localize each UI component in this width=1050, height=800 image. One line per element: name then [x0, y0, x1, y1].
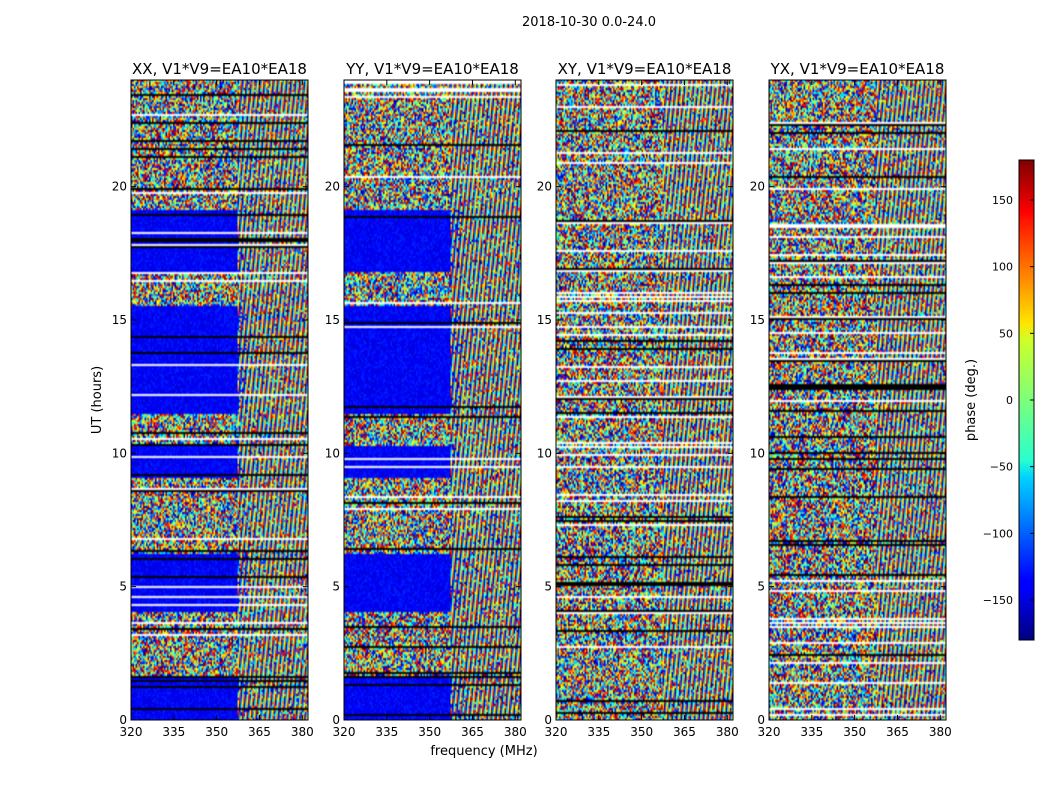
x-tick-label: 380	[716, 725, 739, 739]
y-tick-label: 15	[537, 313, 552, 327]
x-tick-label: 380	[291, 725, 314, 739]
colorbar-tick-label: −50	[990, 461, 1013, 474]
panel-2: YY, V1*V9=EA10*EA18 320 335 350 365 380 0 5 10 15…	[325, 60, 527, 739]
x-tick-label: 350	[843, 725, 866, 739]
y-tick-label: 20	[112, 180, 127, 194]
x-tick-label: 380	[929, 725, 952, 739]
colorbar-tick-label: 100	[992, 261, 1013, 274]
y-tick-label: 0	[757, 713, 765, 727]
y-tick-label: 0	[332, 713, 340, 727]
y-tick-label: 5	[544, 580, 552, 594]
y-tick-label: 5	[757, 580, 765, 594]
y-tick-label: 20	[537, 180, 552, 194]
x-tick-label: 335	[375, 725, 398, 739]
colorbar-tick-label: 50	[999, 327, 1013, 340]
panel-4-title: YX, V1*V9=EA10*EA18	[770, 60, 945, 78]
figure-suptitle: 2018-10-30 0.0-24.0	[522, 15, 656, 30]
y-tick-label: 15	[112, 313, 127, 327]
panel-3: XY, V1*V9=EA10*EA18 320 335 350 365 380 0 5 10 15…	[537, 60, 739, 739]
x-tick-label: 365	[886, 725, 909, 739]
panel-1: XX, V1*V9=EA10*EA18 320 335 350 365 380 0 5 10 15…	[112, 60, 314, 739]
x-tick-label: 380	[504, 725, 527, 739]
y-tick-label: 5	[119, 580, 127, 594]
colorbar: 150 100 50 0 −50 −100 −150 phase (deg.)	[964, 159, 1035, 641]
x-tick-label: 365	[248, 725, 271, 739]
colorbar-ticks: 150 100 50 0 −50 −100 −150	[983, 194, 1034, 607]
panel-4: YX, V1*V9=EA10*EA18 320 335 350 365 380 0 5 10 15…	[750, 60, 952, 739]
x-tick-label: 350	[418, 725, 441, 739]
x-tick-label: 365	[673, 725, 696, 739]
y-tick-label: 15	[750, 313, 765, 327]
x-tick-label: 320	[758, 725, 781, 739]
y-tick-label: 20	[750, 180, 765, 194]
x-tick-label: 350	[630, 725, 653, 739]
panel-2-heatmap	[344, 80, 521, 720]
colorbar-tick-label: 150	[992, 194, 1013, 207]
x-tick-label: 365	[461, 725, 484, 739]
y-tick-label: 10	[750, 446, 765, 460]
panel-1-frame	[130, 79, 309, 721]
colorbar-label: phase (deg.)	[964, 359, 979, 441]
panel-2-frame	[343, 79, 522, 721]
y-tick-label: 5	[332, 580, 340, 594]
panel-1-heatmap	[131, 80, 308, 720]
x-tick-label: 335	[587, 725, 610, 739]
y-tick-label: 20	[325, 180, 340, 194]
x-axis-label: frequency (MHz)	[430, 744, 537, 759]
colorbar-tick-label: −150	[983, 594, 1013, 607]
panel-2-title: YY, V1*V9=EA10*EA18	[345, 60, 519, 78]
y-tick-label: 15	[325, 313, 340, 327]
x-tick-label: 320	[545, 725, 568, 739]
panel-3-heatmap	[556, 80, 733, 720]
x-tick-label: 335	[162, 725, 185, 739]
y-tick-label: 10	[325, 446, 340, 460]
panel-4-frame	[768, 79, 947, 721]
y-tick-label: 10	[537, 446, 552, 460]
y-tick-label: 0	[119, 713, 127, 727]
x-tick-label: 320	[120, 725, 143, 739]
x-tick-label: 335	[800, 725, 823, 739]
y-axis-label: UT (hours)	[90, 366, 105, 434]
x-tick-label: 320	[333, 725, 356, 739]
y-tick-label: 0	[544, 713, 552, 727]
panels: XX, V1*V9=EA10*EA18 320 335 350 365 380 0 5 10 15…	[112, 60, 952, 739]
panel-3-frame	[555, 79, 734, 721]
panel-1-title: XX, V1*V9=EA10*EA18	[132, 60, 307, 78]
colorbar-tick-label: −100	[983, 527, 1013, 540]
panel-4-heatmap	[769, 80, 946, 720]
y-tick-label: 10	[112, 446, 127, 460]
colorbar-tick-label: 0	[1006, 394, 1013, 407]
x-tick-label: 350	[205, 725, 228, 739]
panel-3-title: XY, V1*V9=EA10*EA18	[558, 60, 732, 78]
